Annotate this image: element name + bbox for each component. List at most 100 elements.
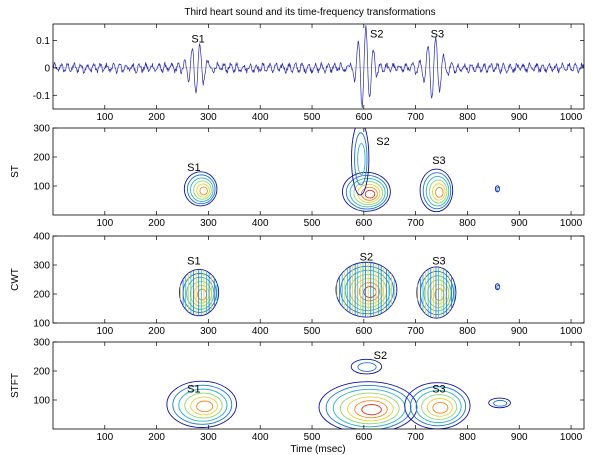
contour-level <box>178 388 228 422</box>
contour-level <box>496 187 500 192</box>
y-tick-label: 100 <box>33 319 50 330</box>
contour-level <box>364 189 376 199</box>
annotation-s2: S2 <box>376 136 389 148</box>
y-tick-label: 300 <box>33 261 50 272</box>
contour-level <box>425 175 450 207</box>
y-tick-label: 300 <box>33 124 50 135</box>
y-tick-label: 0 <box>44 63 50 74</box>
annotation-s1: S1 <box>187 162 200 174</box>
y-tick-label: 100 <box>33 182 50 193</box>
contour-stft-5 <box>488 397 511 409</box>
contour-level <box>186 174 216 205</box>
x-tick-label: 500 <box>304 326 321 337</box>
x-tick-label: 400 <box>252 432 269 443</box>
y-tick-label: 200 <box>33 290 50 301</box>
annotation-s3: S3 <box>432 155 445 167</box>
contour-level <box>347 396 394 422</box>
contour-level <box>353 180 384 206</box>
contour-level <box>423 275 452 312</box>
contour-level <box>432 402 449 414</box>
x-tick-label: 500 <box>304 218 321 229</box>
x-tick-label: 300 <box>200 112 217 123</box>
contour-level <box>354 132 368 186</box>
x-tick-label: 200 <box>148 326 165 337</box>
y-axis-label-stft: STFT <box>10 373 21 398</box>
contour-level <box>184 392 223 419</box>
x-tick-label: 100 <box>96 218 113 229</box>
x-axis-label: Time (msec) <box>290 444 345 455</box>
contour-level <box>325 385 412 429</box>
contour-level <box>357 143 366 176</box>
y-tick-label: 200 <box>33 367 50 378</box>
x-tick-label: 700 <box>407 112 424 123</box>
contour-level <box>421 394 458 420</box>
x-tick-label: 700 <box>407 326 424 337</box>
contour-cwt-3 <box>416 266 457 319</box>
x-tick-label: 1000 <box>560 432 583 443</box>
contour-level <box>344 269 391 312</box>
x-tick-label: 1000 <box>560 112 583 123</box>
contour-st-5 <box>494 185 501 193</box>
contour-level <box>361 404 382 416</box>
x-tick-label: 900 <box>511 112 528 123</box>
contour-level <box>493 399 508 407</box>
plot-area-signal <box>53 25 584 109</box>
plot-area-stft <box>166 358 511 429</box>
y-tick-label: 200 <box>33 153 50 164</box>
x-tick-label: 200 <box>148 218 165 229</box>
contour-level <box>426 398 453 417</box>
plot-area-st <box>183 128 501 213</box>
x-tick-label: 300 <box>200 432 217 443</box>
contour-level <box>193 180 212 200</box>
contour-st-4 <box>419 168 454 213</box>
y-tick-label: 0.1 <box>36 36 50 47</box>
contour-level <box>496 284 500 290</box>
annotation-s3: S3 <box>432 256 445 268</box>
x-tick-label: 100 <box>96 326 113 337</box>
panel-stft: 100 200 300 400 500 600 700 800 900 1000 300 200 100… <box>10 338 585 443</box>
contour-level <box>416 266 457 319</box>
x-tick-label: 600 <box>355 326 372 337</box>
contour-cwt-4 <box>494 283 501 291</box>
x-tick-label: 200 <box>148 432 165 443</box>
x-tick-label: 900 <box>511 432 528 443</box>
contour-level <box>345 174 389 210</box>
x-tick-label: 400 <box>252 112 269 123</box>
y-tick-label: -0.1 <box>33 91 51 102</box>
x-tick-label: 400 <box>252 218 269 229</box>
x-tick-label: 900 <box>511 326 528 337</box>
contour-level <box>339 392 400 425</box>
x-tick-label: 1000 <box>560 326 583 337</box>
x-tick-label: 800 <box>459 432 476 443</box>
annotation-s3: S3 <box>431 29 444 41</box>
contour-level <box>199 186 208 196</box>
contour-level <box>196 400 214 413</box>
panel-signal: 100 200 300 400 500 600 700 800 900 1000 0.1 0 -0.1 S… <box>33 23 585 123</box>
contour-level <box>172 384 233 425</box>
contour-level <box>409 386 467 427</box>
y-tick-label: 400 <box>33 232 50 243</box>
annotation-s1: S1 <box>191 33 204 45</box>
contour-level <box>419 168 454 213</box>
x-tick-label: 600 <box>355 112 372 123</box>
annotation-s2: S2 <box>374 350 387 362</box>
x-tick-label: 600 <box>355 432 372 443</box>
contour-level <box>435 186 444 198</box>
contour-stft-2 <box>318 381 418 429</box>
x-tick-label: 200 <box>148 112 165 123</box>
annotation-s2: S2 <box>370 29 383 41</box>
x-tick-label: 1000 <box>560 218 583 229</box>
x-tick-label: 300 <box>200 326 217 337</box>
contour-level <box>415 390 462 424</box>
axes-frame-st <box>52 127 585 216</box>
axes-frame-cwt <box>52 235 585 324</box>
contour-level <box>351 128 370 196</box>
contour-st-1 <box>183 171 218 207</box>
contour-level <box>335 261 398 318</box>
contour-level <box>183 171 218 207</box>
y-tick-label: 100 <box>33 396 50 407</box>
contour-level <box>360 186 378 201</box>
plot-area-cwt <box>179 261 501 319</box>
contour-st-2 <box>342 171 391 212</box>
x-tick-label: 500 <box>304 112 321 123</box>
